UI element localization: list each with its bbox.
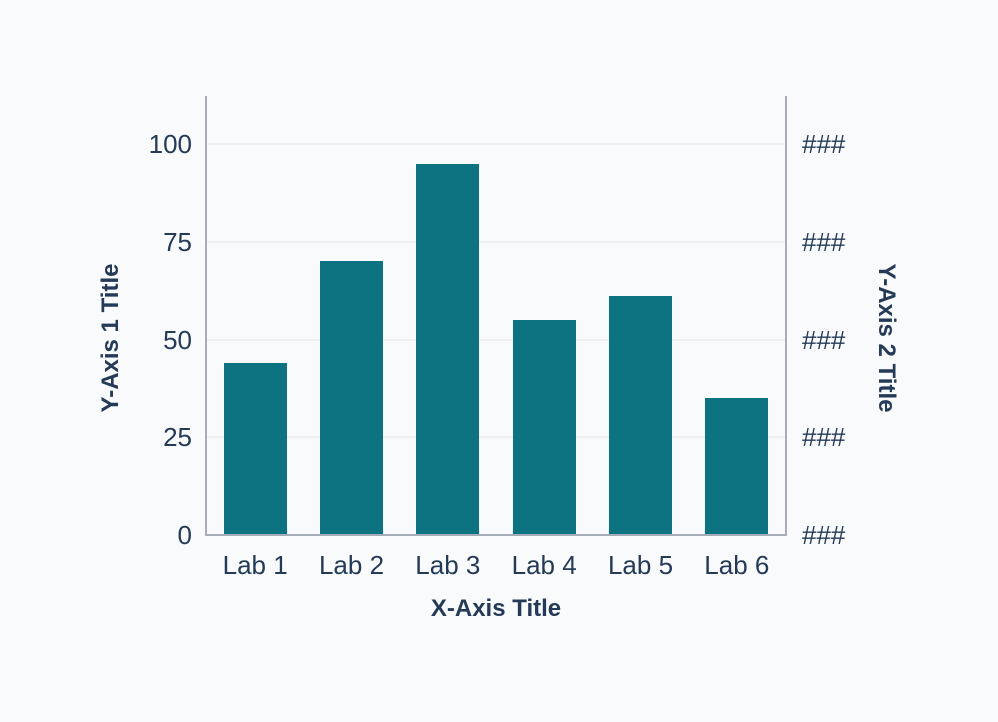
y1-tick-label: 0 <box>177 520 192 550</box>
x-tick-label: Lab 5 <box>607 550 674 580</box>
gridline <box>207 338 785 341</box>
y1-tick-label: 100 <box>148 129 192 159</box>
y2-tick-label: ### <box>802 422 846 453</box>
y2-tick-label: ### <box>802 129 846 159</box>
y2-tick-label: ### <box>802 324 846 355</box>
gridline <box>207 240 785 243</box>
x-tick-label: Lab 4 <box>511 550 577 580</box>
bar-lab-2 <box>320 261 383 534</box>
bar-lab-1 <box>223 362 287 534</box>
bar-lab-4 <box>512 319 576 534</box>
bar-lab-6 <box>705 398 769 534</box>
x-tick-label: Lab 2 <box>318 550 385 580</box>
x-axis-title: X-Axis Title <box>430 595 562 622</box>
y1-tick-label: 50 <box>163 324 192 355</box>
y1-tick-label: 25 <box>163 422 192 453</box>
gridline <box>207 436 785 439</box>
y1-tick-label: 75 <box>163 226 192 257</box>
bar-lab-3 <box>416 163 480 534</box>
y-axis-2-line <box>785 96 787 536</box>
x-tick-label: Lab 6 <box>704 550 770 580</box>
y2-tick-label: ### <box>802 520 846 550</box>
y-axis-1-line <box>205 96 207 536</box>
bar-lab-5 <box>609 296 672 534</box>
x-axis-line <box>205 534 787 536</box>
y-axis-1-title: Y-Axis 1 Title <box>97 263 124 413</box>
x-tick-label: Lab 1 <box>222 550 288 580</box>
gridline <box>207 143 785 145</box>
y-axis-2-title: Y-Axis 2 Title <box>873 263 900 413</box>
y2-tick-label: ### <box>802 226 846 257</box>
x-tick-label: Lab 3 <box>415 550 481 580</box>
